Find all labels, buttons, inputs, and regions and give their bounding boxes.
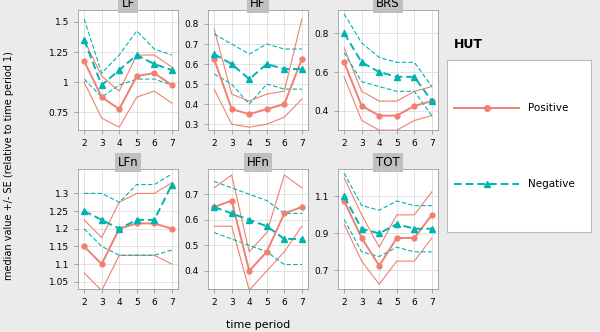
Title: HFn: HFn (247, 156, 269, 169)
Text: Positive: Positive (527, 103, 568, 113)
Title: TOT: TOT (376, 156, 400, 169)
Text: time period: time period (226, 320, 290, 330)
Title: BRS: BRS (376, 0, 400, 10)
FancyBboxPatch shape (447, 60, 591, 232)
Title: LF: LF (121, 0, 134, 10)
Title: LFn: LFn (118, 156, 139, 169)
Text: HUT: HUT (454, 38, 483, 51)
Text: Negative: Negative (527, 179, 574, 189)
Text: median value +/- SE (relative to time period 1): median value +/- SE (relative to time pe… (4, 51, 14, 281)
Title: HF: HF (250, 0, 266, 10)
